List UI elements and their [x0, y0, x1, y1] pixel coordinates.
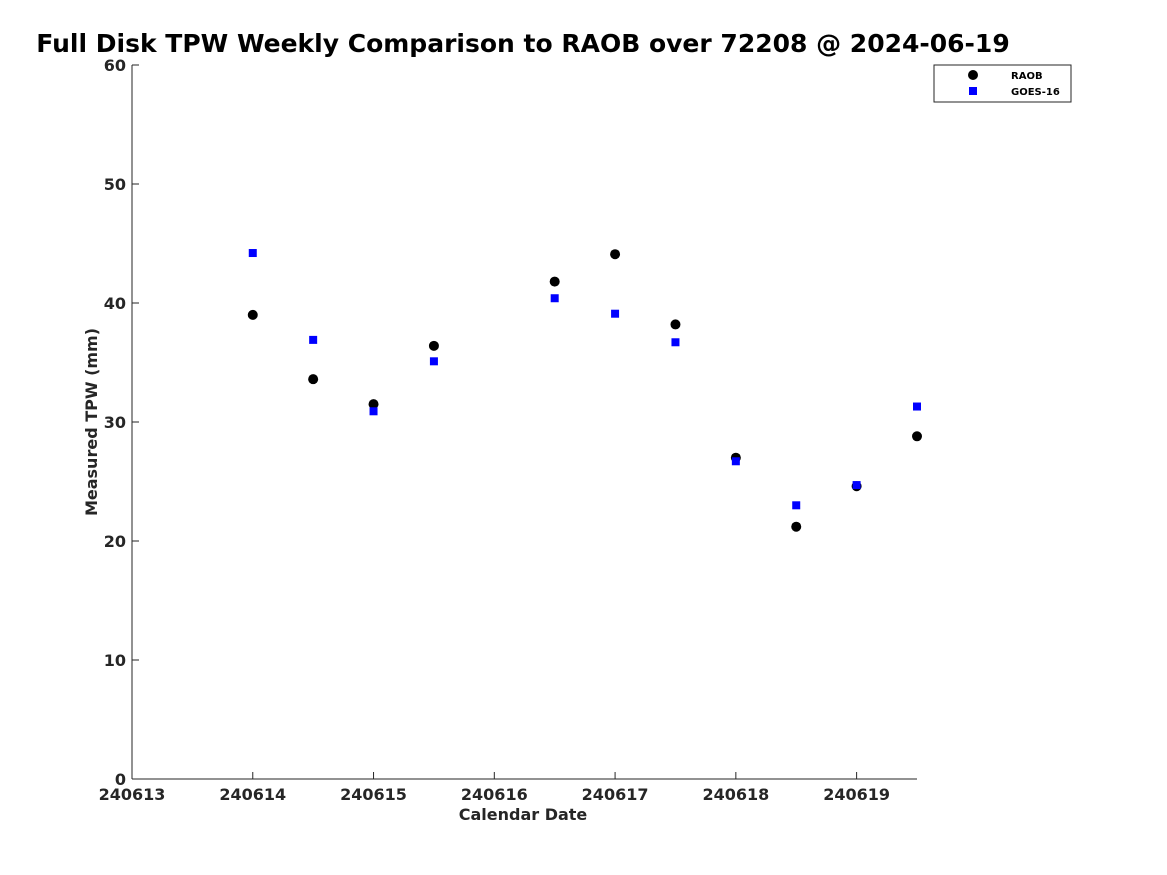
point-goes16 [309, 335, 318, 344]
point-goes16 [550, 294, 559, 303]
legend-label-goes16: GOES-16 [1011, 87, 1060, 98]
x-ticks: 240613 240614 240615 240616 240617 240618 2406… [99, 772, 890, 804]
y-tick-label: 10 [104, 651, 126, 670]
legend-label-raob: RAOB [1011, 71, 1043, 82]
point-raob [247, 309, 258, 320]
x-tick-label: 240615 [340, 785, 407, 804]
point-goes16 [671, 338, 680, 347]
x-tick-label: 240619 [823, 785, 890, 804]
y-ticks: 0 10 20 30 40 50 60 [104, 56, 139, 789]
legend: RAOB GOES-16 [933, 64, 1072, 103]
point-goes16 [731, 457, 740, 466]
legend-box [933, 64, 1072, 103]
legend-marker-raob [968, 70, 978, 80]
point-goes16 [792, 501, 801, 510]
point-raob [670, 319, 681, 330]
point-raob [610, 249, 621, 260]
point-raob [428, 340, 439, 351]
x-tick-label: 240613 [99, 785, 166, 804]
y-tick-label: 60 [104, 56, 126, 75]
point-goes16 [429, 357, 438, 366]
point-raob [368, 399, 379, 410]
y-tick-label: 30 [104, 413, 126, 432]
y-tick-label: 0 [115, 770, 126, 789]
y-tick-label: 50 [104, 175, 126, 194]
legend-marker-goes16 [969, 87, 977, 95]
x-tick-label: 240617 [582, 785, 649, 804]
point-goes16 [248, 249, 257, 258]
y-tick-label: 20 [104, 532, 126, 551]
x-tick-label: 240616 [461, 785, 528, 804]
x-axis-label: Calendar Date [459, 805, 588, 824]
chart-title: Full Disk TPW Weekly Comparison to RAOB … [36, 29, 1009, 58]
point-raob [791, 521, 802, 532]
y-axis-label: Measured TPW (mm) [82, 328, 101, 516]
point-goes16 [913, 402, 921, 411]
point-raob [912, 431, 922, 442]
point-raob [308, 374, 319, 385]
x-tick-label: 240614 [219, 785, 286, 804]
y-tick-label: 40 [104, 294, 126, 313]
point-raob [549, 276, 560, 287]
point-goes16 [852, 481, 861, 490]
data-marks [247, 249, 922, 532]
point-goes16 [611, 309, 620, 318]
plot-area [131, 65, 917, 780]
point-goes16 [369, 407, 378, 416]
x-tick-label: 240618 [702, 785, 769, 804]
